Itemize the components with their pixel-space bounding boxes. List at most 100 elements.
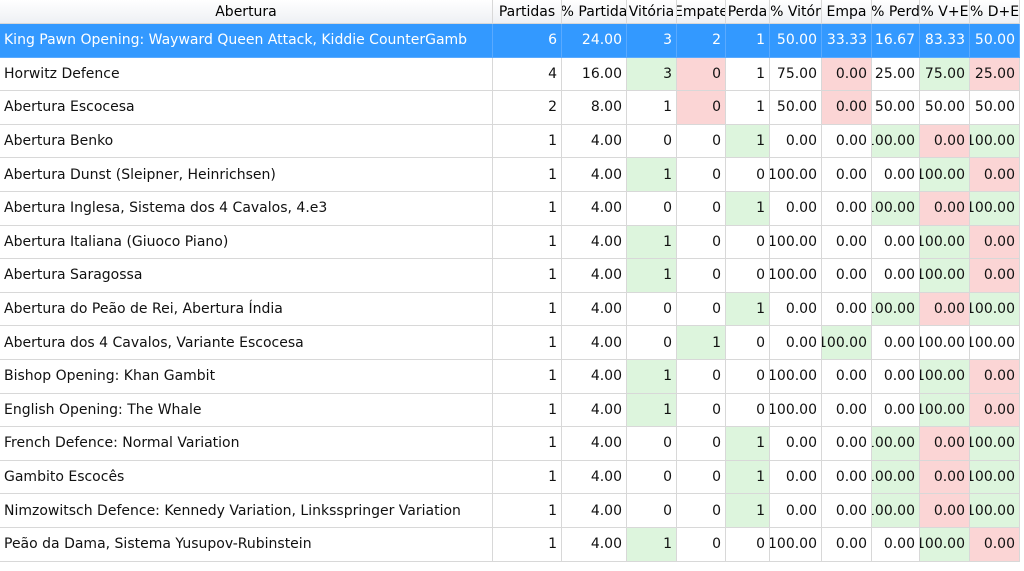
stat-cell: 100.00 [872, 460, 920, 495]
stat-cell: 0.00 [872, 528, 920, 562]
stat-cell: 1 [726, 427, 770, 461]
column-header[interactable]: Perda [726, 0, 770, 24]
opening-name[interactable]: Abertura Saragossa [0, 259, 493, 293]
stat-cell: 4.00 [562, 292, 627, 327]
stat-cell: 1 [726, 91, 770, 125]
stat-cell: 1 [627, 259, 677, 293]
column-header[interactable]: % V+E [920, 0, 970, 24]
opening-name[interactable]: Bishop Opening: Khan Gambit [0, 360, 493, 394]
stat-cell: 100.00 [970, 292, 1020, 327]
stat-cell: 100.00 [770, 528, 822, 562]
stat-cell: 0 [677, 91, 726, 125]
stat-cell: 0.00 [920, 460, 970, 495]
stat-cell: 0 [677, 225, 726, 260]
stat-cell: 1 [493, 326, 562, 360]
stat-cell: 0.00 [822, 57, 872, 92]
stat-cell: 4.00 [562, 360, 627, 394]
column-header[interactable]: Empate [677, 0, 726, 24]
stat-cell: 1 [627, 158, 677, 192]
stat-cell: 0.00 [770, 292, 822, 327]
stat-cell: 4.00 [562, 427, 627, 461]
opening-name[interactable]: King Pawn Opening: Wayward Queen Attack,… [0, 24, 493, 58]
stat-cell: 0.00 [822, 393, 872, 428]
stat-cell: 4.00 [562, 460, 627, 495]
stat-cell: 100.00 [770, 225, 822, 260]
opening-name[interactable]: Abertura Inglesa, Sistema dos 4 Cavalos,… [0, 192, 493, 226]
stat-cell: 0.00 [822, 225, 872, 260]
stat-cell: 0 [677, 427, 726, 461]
stat-cell: 0.00 [872, 326, 920, 360]
stat-cell: 1 [726, 192, 770, 226]
stat-cell: 0.00 [872, 259, 920, 293]
stat-cell: 0.00 [920, 427, 970, 461]
stat-cell: 0 [726, 158, 770, 192]
opening-name[interactable]: Abertura Benko [0, 124, 493, 159]
stat-cell: 0 [627, 494, 677, 528]
stat-cell: 0.00 [770, 326, 822, 360]
opening-name[interactable]: Abertura Italiana (Giuoco Piano) [0, 225, 493, 260]
stat-cell: 0 [726, 393, 770, 428]
stat-cell: 1 [627, 528, 677, 562]
stat-cell: 50.00 [770, 91, 822, 125]
stat-cell: 100.00 [970, 124, 1020, 159]
stat-cell: 0.00 [770, 460, 822, 495]
stat-cell: 1 [726, 24, 770, 58]
stat-cell: 0 [677, 158, 726, 192]
stat-cell: 1 [726, 57, 770, 92]
stat-cell: 0 [627, 124, 677, 159]
opening-name[interactable]: French Defence: Normal Variation [0, 427, 493, 461]
stat-cell: 1 [493, 427, 562, 461]
stat-cell: 0 [677, 292, 726, 327]
column-header[interactable]: % Perd [872, 0, 920, 24]
stat-cell: 0 [726, 225, 770, 260]
column-header[interactable]: Empa [822, 0, 872, 24]
stat-cell: 0.00 [822, 528, 872, 562]
stat-cell: 8.00 [562, 91, 627, 125]
stat-cell: 75.00 [770, 57, 822, 92]
stat-cell: 4.00 [562, 259, 627, 293]
stat-cell: 4 [493, 57, 562, 92]
stat-cell: 1 [726, 460, 770, 495]
stat-cell: 0.00 [822, 360, 872, 394]
stat-cell: 0 [627, 326, 677, 360]
column-header[interactable]: Partidas [493, 0, 562, 24]
stat-cell: 100.00 [920, 259, 970, 293]
stat-cell: 100.00 [970, 494, 1020, 528]
stat-cell: 0.00 [822, 494, 872, 528]
stat-cell: 4.00 [562, 158, 627, 192]
stat-cell: 0 [726, 360, 770, 394]
stat-cell: 0.00 [822, 259, 872, 293]
column-header[interactable]: % Partida [562, 0, 627, 24]
opening-name[interactable]: Nimzowitsch Defence: Kennedy Variation, … [0, 494, 493, 528]
column-header[interactable]: % D+E [970, 0, 1020, 24]
stat-cell: 0 [726, 259, 770, 293]
stat-cell: 100.00 [872, 427, 920, 461]
opening-name[interactable]: Gambito Escocês [0, 460, 493, 495]
opening-name[interactable]: Horwitz Defence [0, 57, 493, 92]
stat-cell: 0 [627, 292, 677, 327]
column-header[interactable]: Abertura [0, 0, 493, 24]
opening-name[interactable]: English Opening: The Whale [0, 393, 493, 428]
stat-cell: 0 [627, 192, 677, 226]
column-header[interactable]: % Vitór [770, 0, 822, 24]
stat-cell: 4.00 [562, 528, 627, 562]
stat-cell: 1 [493, 494, 562, 528]
opening-name[interactable]: Abertura Dunst (Sleipner, Heinrichsen) [0, 158, 493, 192]
opening-name[interactable]: Abertura dos 4 Cavalos, Variante Escoces… [0, 326, 493, 360]
stat-cell: 0.00 [770, 494, 822, 528]
opening-name[interactable]: Peão da Dama, Sistema Yusupov-Rubinstein [0, 528, 493, 562]
stat-cell: 50.00 [872, 91, 920, 125]
stat-cell: 100.00 [970, 326, 1020, 360]
stat-cell: 1 [493, 158, 562, 192]
opening-name[interactable]: Abertura do Peão de Rei, Abertura Índia [0, 292, 493, 327]
opening-name[interactable]: Abertura Escocesa [0, 91, 493, 125]
stat-cell: 100.00 [770, 158, 822, 192]
stat-cell: 100.00 [970, 192, 1020, 226]
stat-cell: 1 [627, 91, 677, 125]
stat-cell: 50.00 [770, 24, 822, 58]
stat-cell: 25.00 [872, 57, 920, 92]
stat-cell: 25.00 [970, 57, 1020, 92]
stat-cell: 1 [627, 393, 677, 428]
stat-cell: 100.00 [872, 292, 920, 327]
column-header[interactable]: Vitória [627, 0, 677, 24]
